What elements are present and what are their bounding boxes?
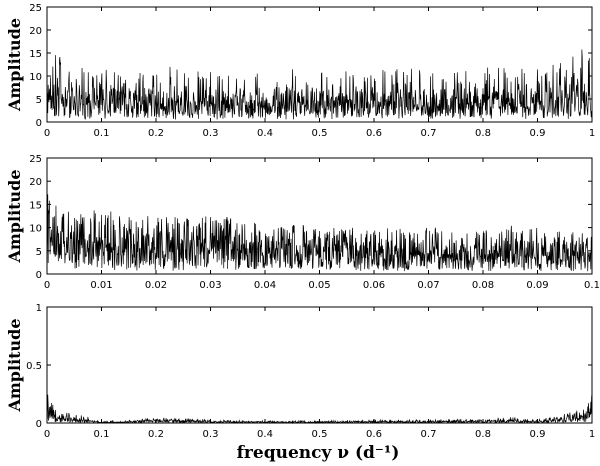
x-tick-label: 0.05 <box>308 280 330 291</box>
x-tick-label: 0.5 <box>312 429 328 440</box>
y-tick-label: 20 <box>29 177 42 188</box>
panel-bottom: 0 0.1 0.2 0.3 0.4 0.5 0.6 0.7 0.8 0.9 1 0 0.5 1 Amplit… <box>5 303 595 440</box>
panel-middle: 0 0.01 0.02 0.03 0.04 0.05 0.06 0.07 0.08 0.09 0.1… <box>5 154 600 291</box>
y-tick-label: 1 <box>36 303 42 314</box>
x-tick-label: 0.1 <box>94 128 110 139</box>
y-tick-label: 5 <box>36 95 42 106</box>
x-tick-label: 0.1 <box>584 280 600 291</box>
y-tick-label: 0.5 <box>26 361 42 372</box>
x-tick-label: 0.02 <box>145 280 167 291</box>
x-tick-label: 0.2 <box>148 128 164 139</box>
y-tick-label: 25 <box>29 154 42 165</box>
y-tick-label: 10 <box>29 72 42 83</box>
x-tick-label: 0.3 <box>203 128 219 139</box>
x-tick-label: 0.9 <box>530 429 546 440</box>
x-tick-label: 0.3 <box>203 429 219 440</box>
y-tick-label: 0 <box>36 419 42 430</box>
x-tick-label: 0.09 <box>526 280 548 291</box>
x-tick-label: 0 <box>44 429 50 440</box>
x-tick-label: 0.2 <box>148 429 164 440</box>
x-tick-label: 0.9 <box>530 128 546 139</box>
y-axis-label: Amplitude <box>5 18 24 112</box>
x-tick-label: 0 <box>44 128 50 139</box>
y-tick-label: 15 <box>29 200 42 211</box>
x-tick-label: 0.4 <box>257 128 273 139</box>
x-tick-label: 0.07 <box>417 280 439 291</box>
x-tick-label: 1 <box>589 128 595 139</box>
x-tick-label: 0.6 <box>366 429 382 440</box>
x-tick-label: 0.8 <box>475 128 491 139</box>
x-tick-label: 0.7 <box>421 429 437 440</box>
x-tick-label: 0.03 <box>199 280 221 291</box>
x-tick-label: 0.08 <box>472 280 494 291</box>
x-tick-label: 0.1 <box>94 429 110 440</box>
x-axis-label: frequency ν (d⁻¹) <box>237 443 400 463</box>
x-tick-label: 0.6 <box>366 128 382 139</box>
x-tick-label: 0.5 <box>312 128 328 139</box>
x-tick-label: 0.7 <box>421 128 437 139</box>
y-tick-label: 25 <box>29 3 42 14</box>
x-tick-label: 0.4 <box>257 429 273 440</box>
y-axis-label: Amplitude <box>5 318 24 412</box>
series-line-1 <box>46 49 593 120</box>
y-tick-label: 5 <box>36 247 42 258</box>
series-line-1 <box>46 194 593 272</box>
y-tick-label: 0 <box>36 118 42 129</box>
x-tick-label: 0 <box>44 280 50 291</box>
y-tick-label: 0 <box>36 270 42 281</box>
plot-frame <box>46 306 593 424</box>
series-line-1 <box>46 394 593 425</box>
y-tick-label: 15 <box>29 49 42 60</box>
y-tick-label: 20 <box>29 26 42 37</box>
y-axis-label: Amplitude <box>5 169 24 263</box>
x-tick-label: 0.06 <box>363 280 385 291</box>
x-tick-label: 1 <box>589 429 595 440</box>
x-tick-label: 0.04 <box>254 280 276 291</box>
y-tick-label: 10 <box>29 224 42 235</box>
panel-top: 0 0.1 0.2 0.3 0.4 0.5 0.6 0.7 0.8 0.9 10510152025A… <box>5 3 595 139</box>
x-tick-label: 0.01 <box>90 280 112 291</box>
x-tick-label: 0.8 <box>475 429 491 440</box>
